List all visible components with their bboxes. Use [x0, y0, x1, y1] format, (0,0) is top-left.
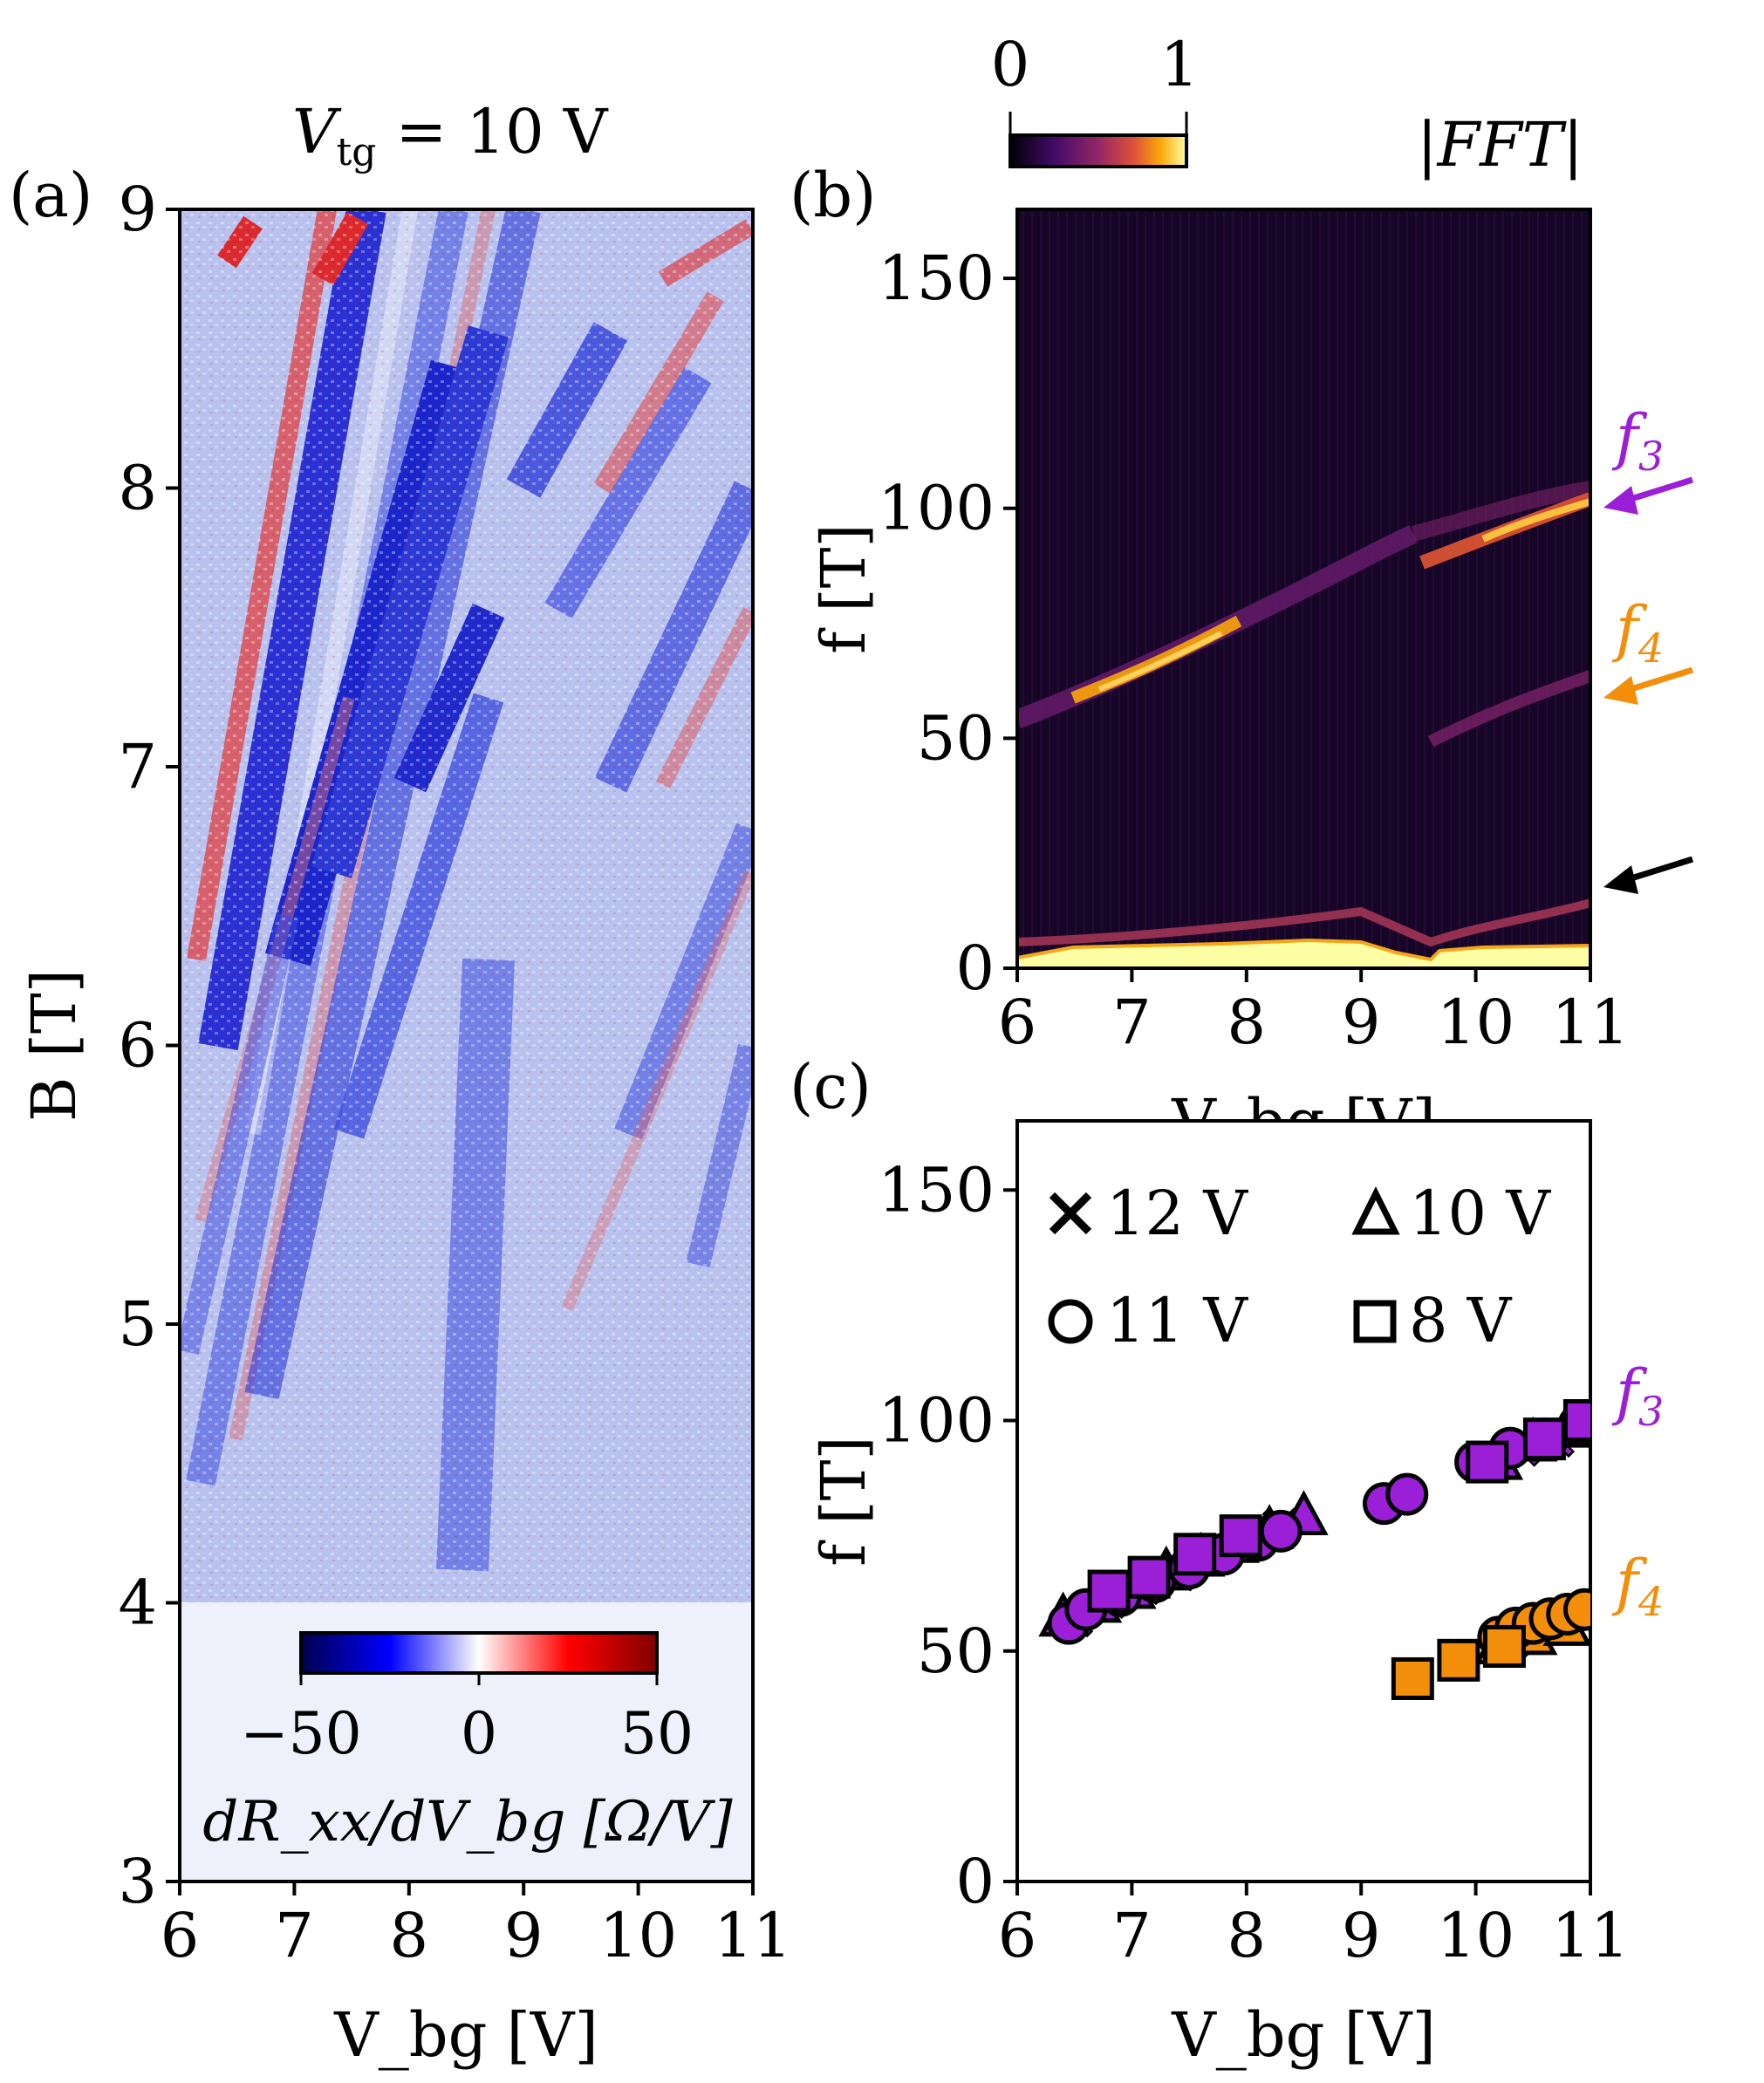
xtick-label: 6	[998, 987, 1037, 1058]
legend-label-11v: 11 V	[1106, 1285, 1248, 1356]
f3-annotation-label: f3	[1611, 401, 1664, 480]
point-circle	[1385, 1472, 1429, 1516]
point-square	[1087, 1569, 1131, 1613]
y-axis-label: B [T]	[18, 969, 90, 1122]
ytick-label: 3	[118, 1846, 157, 1917]
cbar-b-tick-0: 0	[991, 29, 1030, 100]
xtick-label: 10	[1437, 1900, 1514, 1971]
panel-c: 6 7 8 9 10 11 0 50 100 150 V_bg [V] f [T] (c) 12 V …	[790, 1051, 1664, 2071]
seismic-colorbar	[299, 1631, 659, 1675]
ytick-label: 150	[878, 242, 995, 314]
ytick-label: 150	[878, 1154, 995, 1226]
point-circle	[1259, 1509, 1302, 1553]
point-square	[1219, 1514, 1262, 1558]
xtick-label: 8	[390, 1900, 429, 1971]
cbar-a-tick-0: 0	[461, 1700, 497, 1767]
xtick-label: 7	[1112, 987, 1152, 1058]
panel-a-axes: 6 7 8 9 10 11 3 4 5 6 7 8 9 V_bg [V] B [T]	[18, 174, 792, 2071]
ytick-label: 5	[118, 1288, 157, 1360]
panel-b-heatmap	[1017, 209, 1590, 968]
ytick-label: 8	[118, 453, 157, 524]
legend-marker-x	[1049, 1192, 1092, 1235]
f4-arrow-icon	[1603, 666, 1694, 705]
xtick-label: 8	[1227, 987, 1267, 1058]
legend-marker-square	[1353, 1300, 1397, 1343]
legend-label-10v: 10 V	[1409, 1178, 1551, 1249]
panel-a-title: Vtg = 10 V	[292, 96, 609, 174]
legend-marker-circle	[1048, 1299, 1093, 1344]
ytick-label: 7	[118, 731, 157, 802]
panel-b-colorbar: 0 1 |FFT|	[991, 29, 1583, 181]
cbar-b-title: |FFT|	[1417, 109, 1583, 181]
panel-a-heatmap	[180, 209, 753, 1882]
y-axis-label: f [T]	[808, 523, 879, 653]
f3-arrow-icon	[1603, 476, 1694, 515]
point-square	[1437, 1638, 1480, 1682]
xtick-label: 7	[1112, 1900, 1152, 1971]
xtick-label: 11	[1551, 987, 1629, 1058]
ytick-label: 50	[917, 702, 995, 774]
ytick-label: 100	[878, 1385, 995, 1457]
point-square	[1482, 1624, 1526, 1668]
ytick-label: 4	[118, 1567, 157, 1639]
point-square	[1391, 1656, 1434, 1700]
x-axis-label: V_bg [V]	[1171, 1999, 1436, 2071]
point-circle	[1562, 1588, 1590, 1631]
panel-c-legend: 12 V 10 V 11 V 8 V	[1048, 1178, 1551, 1356]
y-axis-label: f [T]	[808, 1436, 879, 1566]
point-square	[1522, 1417, 1566, 1461]
ytick-label: 50	[917, 1615, 995, 1687]
point-square	[1127, 1555, 1171, 1599]
panel-b-annotations: f3 f4	[1603, 401, 1694, 894]
panel-b-label: (b)	[790, 160, 876, 231]
x-axis-label: V_bg [V]	[333, 1999, 598, 2071]
legend-label-12v: 12 V	[1106, 1178, 1248, 1249]
ytick-label: 9	[118, 174, 157, 245]
xtick-label: 8	[1227, 1900, 1267, 1971]
ytick-label: 0	[955, 1846, 995, 1917]
legend-label-8v: 8 V	[1409, 1285, 1513, 1356]
point-square	[1466, 1440, 1509, 1484]
point-square	[1173, 1533, 1217, 1576]
panel-c-scatter	[1038, 1399, 1590, 1700]
ytick-label: 100	[878, 473, 995, 544]
panel-c-axes: 6 7 8 9 10 11 0 50 100 150 V_bg [V] f [T]	[808, 1154, 1630, 2071]
ytick-label: 0	[955, 932, 995, 1004]
legend-marker-triangle	[1351, 1186, 1400, 1235]
cbar-a-label: dR_xx/dV_bg [Ω/V]	[202, 1790, 733, 1854]
f4-series-label: f4	[1611, 1547, 1664, 1625]
inferno-colorbar	[1008, 133, 1188, 168]
f4-annotation-label: f4	[1611, 593, 1664, 672]
xtick-label: 10	[1437, 987, 1514, 1058]
cbar-a-tick-neg50: −50	[240, 1700, 361, 1767]
xtick-label: 6	[998, 1900, 1037, 1971]
panel-b-frame	[1015, 208, 1592, 970]
xtick-label: 6	[161, 1900, 200, 1971]
cbar-b-tick-1: 1	[1160, 29, 1200, 100]
ytick-label: 6	[118, 1010, 157, 1082]
xtick-label: 11	[714, 1900, 791, 1971]
panel-a-label: (a)	[9, 160, 92, 231]
panel-a: 6 7 8 9 10 11 3 4 5 6 7 8 9 V_bg [V] B [T] −50 0 50 dR…	[9, 96, 792, 2071]
xtick-label: 9	[504, 1900, 544, 1971]
cbar-a-tick-50: 50	[620, 1700, 694, 1767]
low-frequency-arrow-icon	[1603, 856, 1694, 894]
point-square	[1562, 1399, 1590, 1443]
f3-series-label: f3	[1611, 1356, 1664, 1435]
xtick-label: 9	[1342, 1900, 1381, 1971]
xtick-label: 9	[1342, 987, 1381, 1058]
xtick-label: 7	[275, 1900, 314, 1971]
xtick-label: 10	[599, 1900, 677, 1971]
xtick-label: 11	[1551, 1900, 1629, 1971]
panel-c-label: (c)	[790, 1051, 872, 1123]
panel-a-colorbar: −50 0 50 dR_xx/dV_bg [Ω/V]	[202, 1631, 734, 1854]
